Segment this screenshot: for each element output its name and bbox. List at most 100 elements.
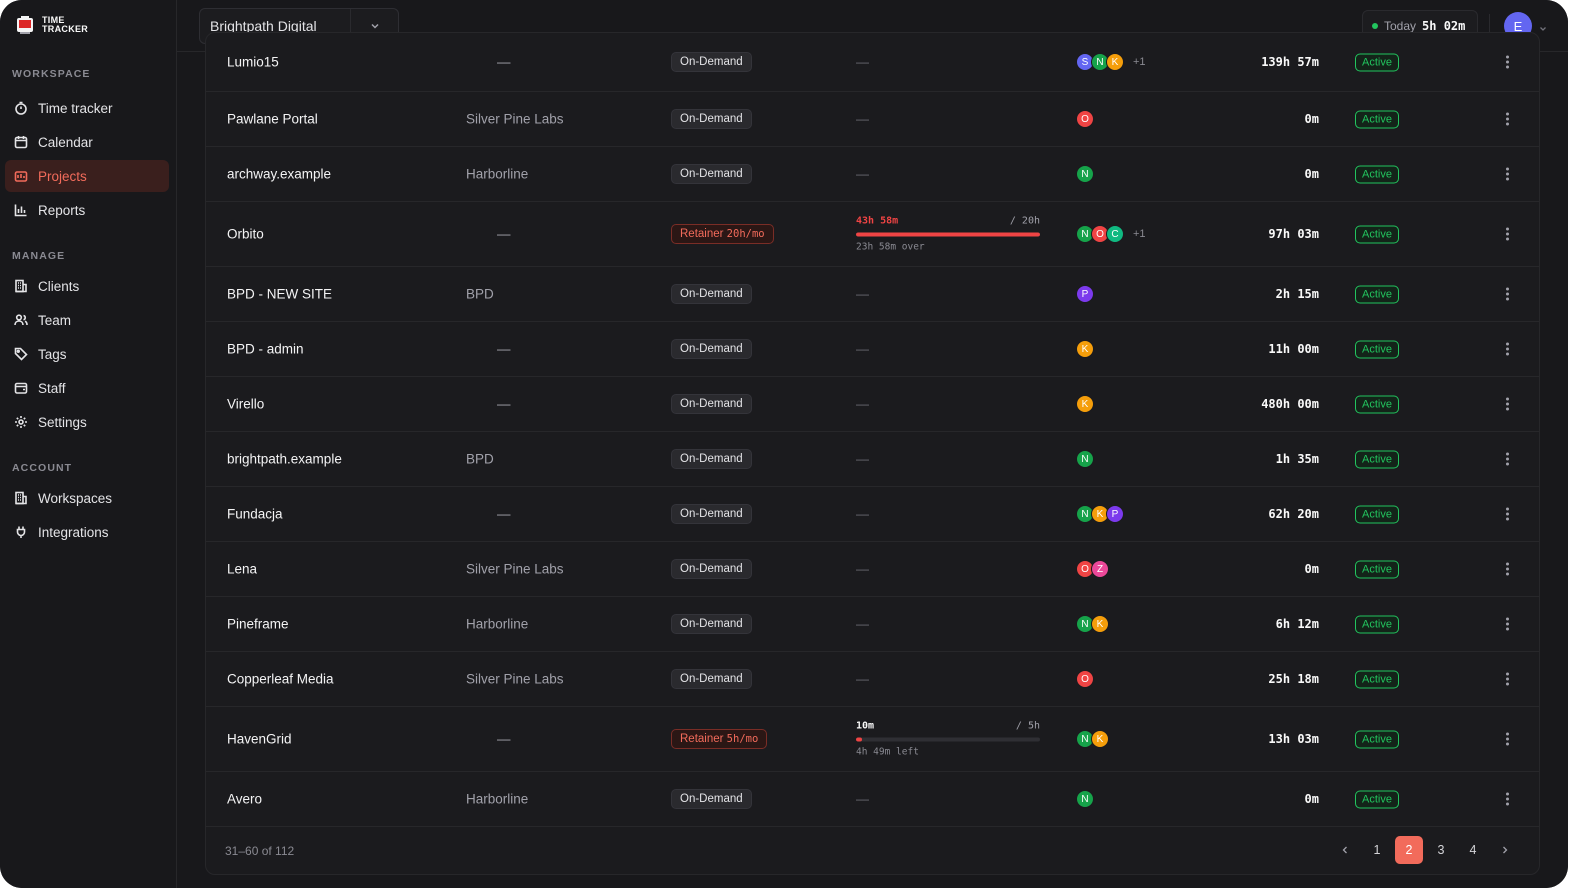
row-menu-icon[interactable] — [1504, 397, 1510, 411]
table-row[interactable]: Virello — On-Demand — K 480h 00m Active — [206, 377, 1539, 432]
table-row[interactable]: Fundacja — On-Demand — N K P 62h 20m Active — [206, 487, 1539, 542]
team-avatars[interactable]: O — [1076, 110, 1094, 128]
project-name[interactable]: brightpath.example — [227, 451, 342, 467]
budget-used: 10m — [856, 720, 875, 732]
member-avatar[interactable]: Z — [1091, 560, 1109, 578]
sidebar-item-settings[interactable]: Settings — [5, 406, 169, 438]
sidebar-item-tags[interactable]: Tags — [5, 338, 169, 370]
table-row[interactable]: BPD - admin — On-Demand — K 11h 00m Active — [206, 322, 1539, 377]
sidebar-item-integrations[interactable]: Integrations — [5, 516, 169, 548]
table-row[interactable]: Pawlane Portal Silver Pine Labs On-Demand —… — [206, 92, 1539, 147]
page-button-1[interactable]: 1 — [1373, 843, 1381, 857]
sidebar-item-time-tracker[interactable]: Time tracker — [5, 92, 169, 124]
chevron-down-icon[interactable] — [350, 9, 398, 43]
team-avatars[interactable]: K — [1076, 340, 1094, 358]
today-label: Today — [1384, 19, 1417, 33]
table-row[interactable]: brightpath.example BPD On-Demand — N 1h 35m Ac… — [206, 432, 1539, 487]
member-avatar[interactable]: O — [1076, 670, 1094, 688]
sidebar-item-staff[interactable]: Staff — [5, 372, 169, 404]
more-members[interactable]: +1 — [1133, 228, 1146, 240]
sidebar-item-clients[interactable]: Clients — [5, 270, 169, 302]
chevron-down-icon[interactable] — [1538, 21, 1548, 39]
member-avatar[interactable]: C — [1106, 225, 1124, 243]
prev-page-button[interactable] — [1331, 836, 1359, 864]
team-avatars[interactable]: N O C +1 — [1076, 225, 1146, 243]
row-menu-icon[interactable] — [1504, 617, 1510, 631]
table-row[interactable]: Pineframe Harborline On-Demand — N K 6h 12m Act… — [206, 597, 1539, 652]
row-menu-icon[interactable] — [1504, 452, 1510, 466]
member-avatar[interactable]: P — [1076, 285, 1094, 303]
project-name[interactable]: Copperleaf Media — [227, 671, 334, 687]
table-row[interactable]: archway.example Harborline On-Demand — N 0m Ac… — [206, 147, 1539, 202]
next-page-button[interactable] — [1491, 836, 1519, 864]
row-menu-icon[interactable] — [1504, 55, 1510, 69]
project-name[interactable]: Lena — [227, 561, 258, 577]
project-name[interactable]: Orbito — [227, 226, 264, 242]
member-avatar[interactable]: K — [1106, 53, 1124, 71]
row-menu-icon[interactable] — [1504, 167, 1510, 181]
member-avatar[interactable]: N — [1076, 790, 1094, 808]
page-button-2[interactable]: 2 — [1395, 836, 1423, 864]
sidebar-item-calendar[interactable]: Calendar — [5, 126, 169, 158]
member-avatar[interactable]: N — [1076, 615, 1094, 633]
sidebar-item-team[interactable]: Team — [5, 304, 169, 336]
table-row[interactable]: Copperleaf Media Silver Pine Labs On-Deman… — [206, 652, 1539, 707]
row-menu-icon[interactable] — [1504, 672, 1510, 686]
member-avatar[interactable]: K — [1091, 730, 1109, 748]
project-name[interactable]: Avero — [227, 791, 263, 807]
team-avatars[interactable]: N — [1076, 790, 1094, 808]
row-menu-icon[interactable] — [1504, 287, 1510, 301]
member-avatar[interactable]: P — [1106, 505, 1124, 523]
row-menu-icon[interactable] — [1504, 732, 1510, 746]
brand-logo[interactable]: TIME TRACKER — [14, 14, 88, 36]
table-row[interactable]: Orbito — Retainer 20h/mo 43h 58m / 20h 23h … — [206, 202, 1539, 267]
sidebar-item-projects[interactable]: Projects — [5, 160, 169, 192]
budget-empty: — — [856, 341, 869, 357]
project-name[interactable]: Pawlane Portal — [227, 111, 318, 127]
project-name[interactable]: archway.example — [227, 166, 332, 182]
table-row[interactable]: BPD - NEW SITE BPD On-Demand — P 2h 15m Active — [206, 267, 1539, 322]
row-menu-icon[interactable] — [1504, 792, 1510, 806]
member-avatar[interactable]: K — [1076, 395, 1094, 413]
team-avatars[interactable]: S N K +1 — [1076, 53, 1146, 71]
member-avatar[interactable]: N — [1076, 165, 1094, 183]
table-row[interactable]: HavenGrid — Retainer 5h/mo 10m / 5h 4h 49m … — [206, 707, 1539, 772]
row-menu-icon[interactable] — [1504, 227, 1510, 241]
project-name[interactable]: Fundacja — [227, 506, 283, 522]
page-button-3[interactable]: 3 — [1437, 843, 1445, 857]
project-name[interactable]: Virello — [227, 396, 265, 412]
member-avatar[interactable]: O — [1076, 110, 1094, 128]
sidebar-item-reports[interactable]: Reports — [5, 194, 169, 226]
table-row[interactable]: Lena Silver Pine Labs On-Demand — O Z 0m Active — [206, 542, 1539, 597]
row-menu-icon[interactable] — [1504, 507, 1510, 521]
project-name[interactable]: HavenGrid — [227, 731, 292, 747]
budget-cap: / 5h — [1015, 720, 1040, 732]
team-avatars[interactable]: N — [1076, 165, 1094, 183]
team-avatars[interactable]: O — [1076, 670, 1094, 688]
member-avatar[interactable]: K — [1076, 340, 1094, 358]
row-menu-icon[interactable] — [1504, 562, 1510, 576]
team-avatars[interactable]: K — [1076, 395, 1094, 413]
row-menu-icon[interactable] — [1504, 342, 1510, 356]
project-name[interactable]: Lumio15 — [227, 54, 279, 70]
page-button-4[interactable]: 4 — [1469, 843, 1477, 857]
more-members[interactable]: +1 — [1133, 56, 1146, 68]
sidebar-item-label: Team — [38, 312, 72, 328]
member-avatar[interactable]: O — [1091, 225, 1109, 243]
team-avatars[interactable]: N — [1076, 450, 1094, 468]
project-name[interactable]: Pineframe — [227, 616, 289, 632]
table-row[interactable]: Lumio15— On-Demand — S N K +1 139h 57m Active — [206, 33, 1539, 92]
project-name[interactable]: BPD - NEW SITE — [227, 286, 333, 302]
tracked-time: 0m — [1304, 167, 1319, 181]
member-avatar[interactable]: K — [1091, 615, 1109, 633]
team-avatars[interactable]: P — [1076, 285, 1094, 303]
sidebar-item-workspaces[interactable]: Workspaces — [5, 482, 169, 514]
member-avatar[interactable]: N — [1076, 450, 1094, 468]
row-menu-icon[interactable] — [1504, 112, 1510, 126]
table-row[interactable]: Avero Harborline On-Demand — N 0m Active — [206, 772, 1539, 827]
project-name[interactable]: BPD - admin — [227, 341, 304, 357]
